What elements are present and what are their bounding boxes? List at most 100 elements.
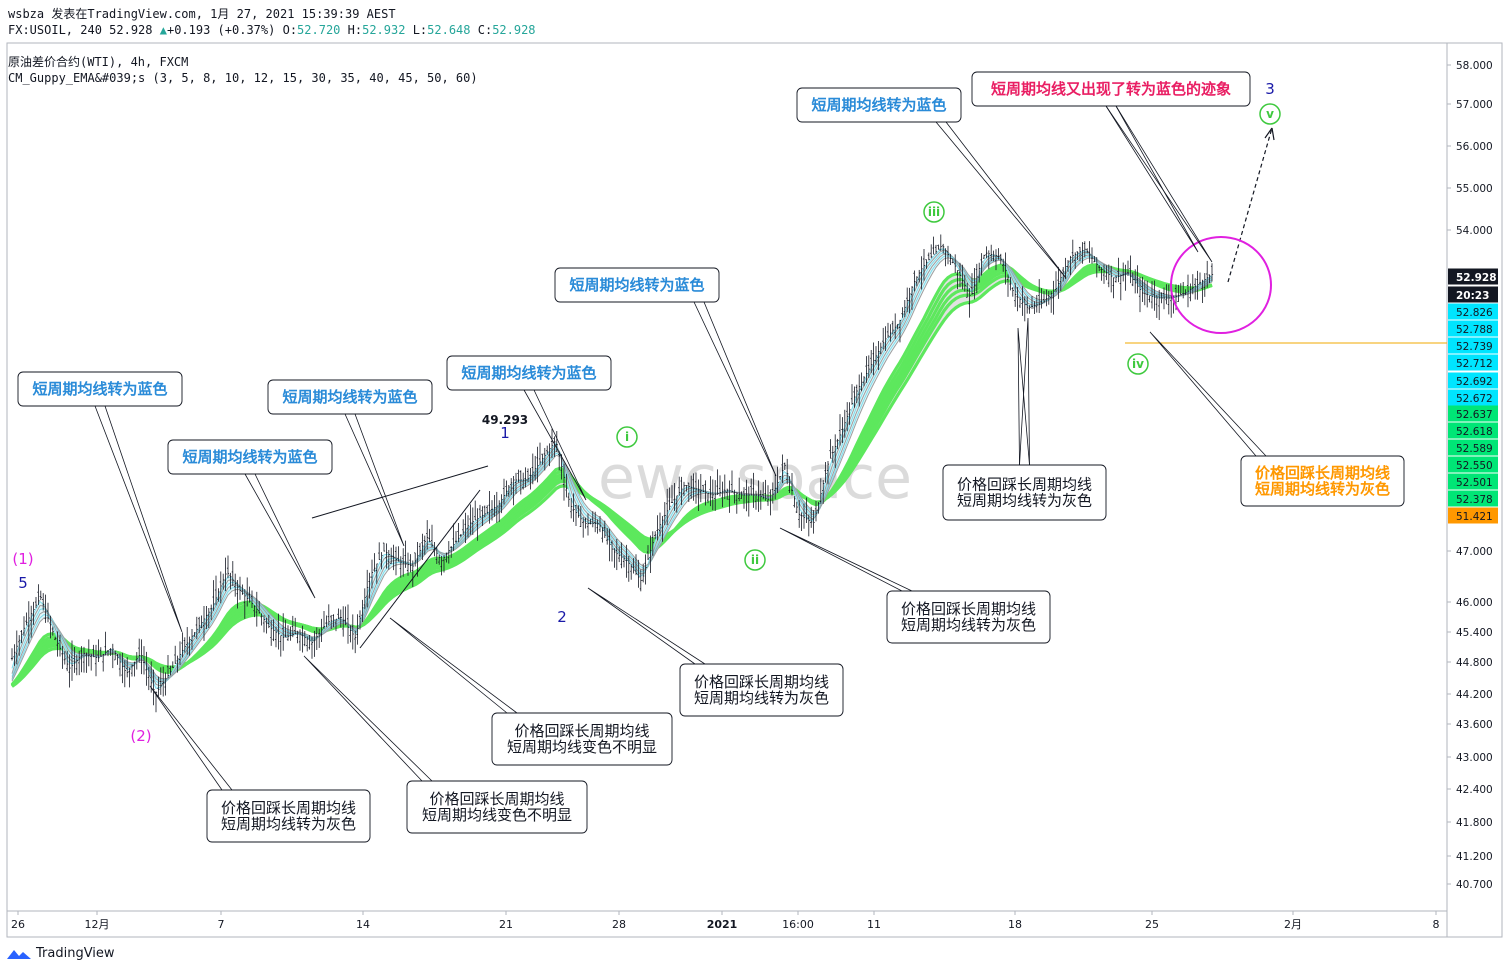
wave-label: 49.293 — [482, 413, 528, 427]
ohlc-bar — [99, 647, 102, 657]
price-label: 52.550 — [1448, 456, 1498, 473]
ohlc-bar — [366, 569, 369, 608]
wave-label: (1) — [12, 550, 33, 568]
wave-label-text: 2 — [557, 608, 567, 626]
ohlc-bar — [589, 518, 592, 525]
ohlc-bar — [970, 273, 974, 296]
ohlc-bar — [452, 523, 455, 551]
ohlc-bar — [1078, 246, 1082, 262]
ohlc-bar — [1100, 267, 1103, 281]
ohlc-bar — [22, 616, 26, 636]
ohlc-bar — [884, 326, 887, 351]
trendline-top — [311, 465, 489, 519]
ohlc-bar — [80, 646, 83, 673]
ohlc-bar — [356, 614, 359, 645]
wave-circle — [1259, 103, 1281, 125]
ohlc-bar — [1122, 262, 1125, 282]
ohlc-bar — [1203, 273, 1206, 297]
ohlc-bar — [51, 626, 54, 636]
y-tick-label: 42.400 — [1456, 784, 1493, 796]
y-tick-label: 44.800 — [1456, 657, 1493, 669]
wave-label-text: iv — [1132, 357, 1144, 371]
ohlc-bar — [697, 479, 700, 512]
x-tick-label: 14 — [356, 918, 370, 931]
tradingview-logo[interactable]: TradingView — [6, 946, 115, 961]
ohlc-bar — [68, 654, 71, 688]
ohlc-bar — [994, 249, 998, 271]
ohlc-bar — [126, 657, 129, 678]
callout-text: 价格回踩长周期均线 — [429, 790, 564, 808]
ohlc-bar — [565, 473, 568, 498]
ohlc-bar — [454, 531, 458, 544]
ohlc-bar — [308, 634, 311, 650]
ohlc-bar — [730, 470, 734, 493]
ohlc-bar — [339, 609, 342, 628]
wave-label: (2) — [130, 727, 151, 745]
ohlc-bar — [927, 252, 930, 261]
wave-circle — [1127, 353, 1149, 375]
ohlc-bar — [224, 557, 227, 592]
ohlc-bar — [279, 635, 282, 657]
ohlc-bar — [548, 443, 551, 467]
price-label-text: 52.637 — [1456, 409, 1493, 421]
ohlc-bar — [423, 535, 426, 555]
ohlc-bar — [999, 253, 1002, 265]
ohlc-bar — [481, 506, 484, 527]
ohlc-bar — [195, 616, 198, 640]
ohlc-bar — [1158, 289, 1161, 321]
ohlc-bar — [505, 480, 508, 497]
x-tick-label: 12月 — [85, 918, 110, 931]
callout-box — [167, 439, 333, 475]
ohlc-bar — [164, 672, 167, 696]
ohlc-bar — [385, 543, 388, 569]
ohlc-bar — [550, 428, 554, 459]
ohlc-bar — [980, 253, 983, 276]
y-tick-label: 56.000 — [1456, 141, 1493, 153]
wave-circle — [616, 426, 638, 448]
ohlc-bar — [1088, 241, 1091, 263]
ohlc-bar — [476, 508, 479, 541]
ohlc-bar — [742, 487, 746, 509]
ohlc-bar — [190, 628, 194, 650]
ohlc-bar — [157, 676, 160, 697]
ohlc-bar — [920, 256, 923, 290]
ohlc-bar — [18, 635, 21, 656]
ohlc-bar — [680, 476, 683, 506]
ohlc-bar — [975, 263, 978, 294]
callout-text: 短周期均线转为灰色 — [694, 689, 829, 707]
ohlc-bar — [903, 299, 906, 317]
tradingview-brand: TradingView — [36, 946, 115, 961]
callout-text: 短周期均线转为蓝色 — [282, 388, 417, 406]
ohlc-bar — [44, 594, 47, 623]
ohlc-bar — [774, 473, 777, 500]
ohlc-bar — [810, 506, 813, 528]
ohlc-bar — [603, 520, 606, 539]
ohlc-bar — [406, 552, 410, 576]
callout-pointer — [587, 587, 706, 665]
ohlc-bar — [853, 386, 856, 408]
ohlc-bar — [277, 613, 280, 650]
wave-label-text: ii — [751, 553, 759, 567]
wave-label-text: iii — [928, 205, 940, 219]
ohlc-bar — [147, 667, 150, 691]
ohlc-bar — [1054, 271, 1058, 293]
x-tick-label: 26 — [11, 918, 25, 931]
callout-text: 短周期均线转为灰色 — [221, 815, 356, 833]
callout-text: 短周期均线转为蓝色 — [569, 276, 704, 294]
callout-text: 短周期均线变色不明显 — [507, 738, 657, 756]
ohlc-bar — [337, 608, 340, 619]
ohlc-bar — [1191, 274, 1194, 295]
callout-box — [796, 87, 962, 123]
ohlc-bar — [325, 615, 328, 628]
ohlc-bar — [500, 494, 503, 514]
wave-label: v — [1259, 103, 1281, 125]
ohlc-bar — [306, 636, 309, 652]
ohlc-bar — [498, 500, 501, 522]
ohlc-bar — [106, 650, 110, 657]
ohlc-bar — [152, 669, 155, 706]
ohlc-bar — [776, 466, 779, 493]
ohlc-bar — [464, 512, 467, 543]
